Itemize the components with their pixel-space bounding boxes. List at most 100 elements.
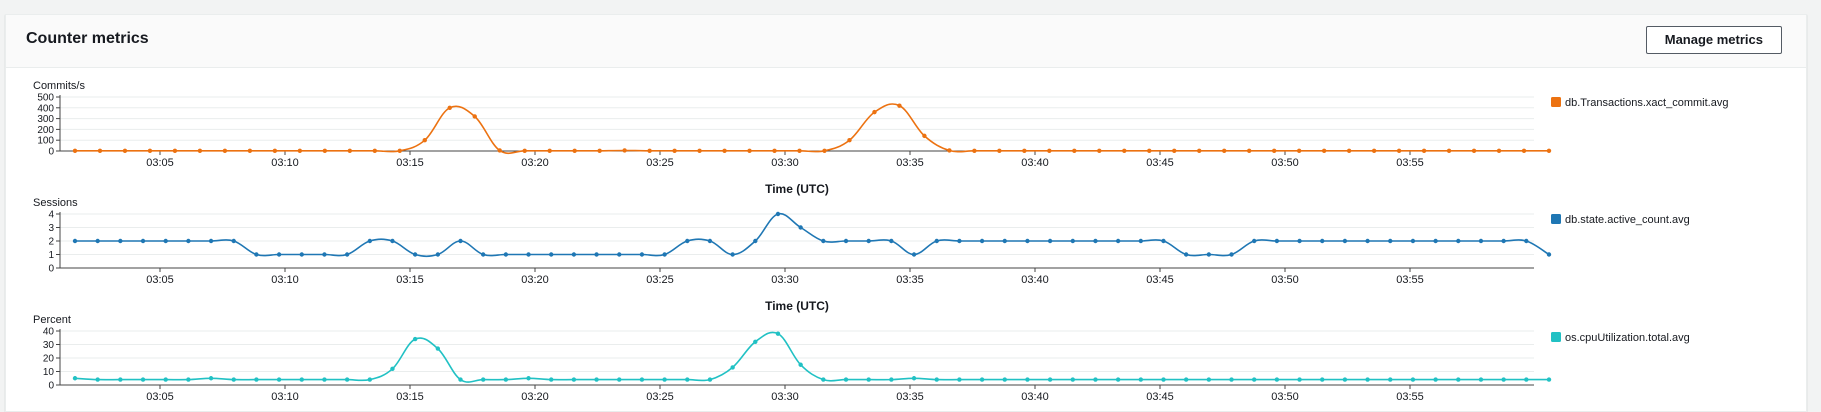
data-point [866,238,871,244]
data-point [435,252,441,257]
data-point [1524,238,1529,244]
data-point [617,377,622,382]
data-point [897,103,902,108]
x-axis-title: Time (UTC) [765,299,829,313]
data-point [1365,238,1370,244]
x-tick-label: 03:35 [896,157,924,169]
data-point [1501,238,1506,244]
x-tick-label: 03:40 [1021,274,1049,286]
panel-header: Counter metrics Manage metrics [6,15,1806,68]
data-point [911,376,917,381]
data-point [322,377,327,382]
data-point [526,252,531,257]
data-point [1115,377,1121,382]
y-tick-label: 2 [48,237,54,248]
data-point [571,252,577,257]
legend-swatch-icon [1551,97,1561,107]
data-point [1172,148,1177,153]
data-point [1002,377,1007,382]
data-point [1183,377,1189,382]
data-point [594,377,599,382]
x-tick-label: 03:10 [271,391,299,403]
data-point [797,148,802,153]
data-point [639,252,645,257]
x-tick-label: 03:55 [1396,274,1424,286]
data-point [140,238,146,244]
data-point [1097,148,1102,153]
manage-metrics-button[interactable]: Manage metrics [1645,26,1782,54]
data-point [775,211,781,217]
data-point [1320,238,1325,244]
data-point [594,252,599,257]
y-tick-label: 3 [48,223,54,234]
data-point [390,238,395,244]
data-point [1206,252,1212,257]
data-point [1297,377,1302,382]
data-point [1410,238,1416,244]
x-tick-label: 03:40 [1021,157,1049,169]
data-point [1501,377,1506,382]
x-tick-label: 03:20 [521,391,549,403]
data-point [397,148,402,153]
data-point [947,148,952,153]
data-point [299,252,304,257]
data-point [1296,148,1302,153]
y-tick-label: 20 [43,354,55,365]
data-point [299,377,304,382]
x-tick-label: 03:45 [1146,391,1174,403]
data-point [522,148,527,153]
data-point [1138,377,1144,382]
x-tick-label: 03:30 [771,157,799,169]
data-point [672,148,677,153]
data-point [72,238,78,244]
panel-title: Counter metrics [26,30,149,47]
data-point [390,366,395,371]
data-point [549,252,554,257]
data-point [1161,238,1166,244]
data-point [322,252,327,257]
data-point [372,148,377,153]
data-point [208,376,214,381]
data-point [1546,148,1552,153]
data-point [685,377,690,382]
data-point [254,377,259,382]
x-tick-label: 03:30 [771,391,799,403]
data-point [1072,148,1077,153]
data-point [730,365,735,370]
data-point [1371,148,1377,153]
data-point [322,148,328,153]
y-tick-label: 400 [37,103,54,114]
data-point [1252,238,1257,244]
data-point [140,377,146,382]
data-point [647,148,652,153]
data-point [922,133,927,139]
data-point [1138,238,1144,244]
data-point [458,238,463,244]
y-axis-label: Commits/s [33,80,85,92]
data-point [447,105,452,111]
x-tick-label: 03:20 [521,157,549,169]
data-point [1342,238,1348,244]
data-point [297,148,303,153]
data-point [847,138,852,143]
data-point [1496,148,1502,153]
series-line [74,331,1549,383]
data-point [572,148,577,153]
data-point [547,148,552,153]
data-point [979,238,985,244]
data-point [934,238,939,244]
y-axis-label: Sessions [33,197,78,209]
data-point [1229,252,1234,257]
data-point [1093,377,1098,382]
data-point [1206,377,1212,382]
data-point [889,238,894,244]
data-point [1183,252,1189,257]
data-point [480,377,486,382]
data-point [435,346,441,351]
data-point [1070,377,1075,382]
data-point [1161,377,1166,382]
x-tick-label: 03:55 [1396,391,1424,403]
x-axis-title: Time (UTC) [765,182,829,196]
data-point [472,114,477,119]
data-point [276,252,282,257]
